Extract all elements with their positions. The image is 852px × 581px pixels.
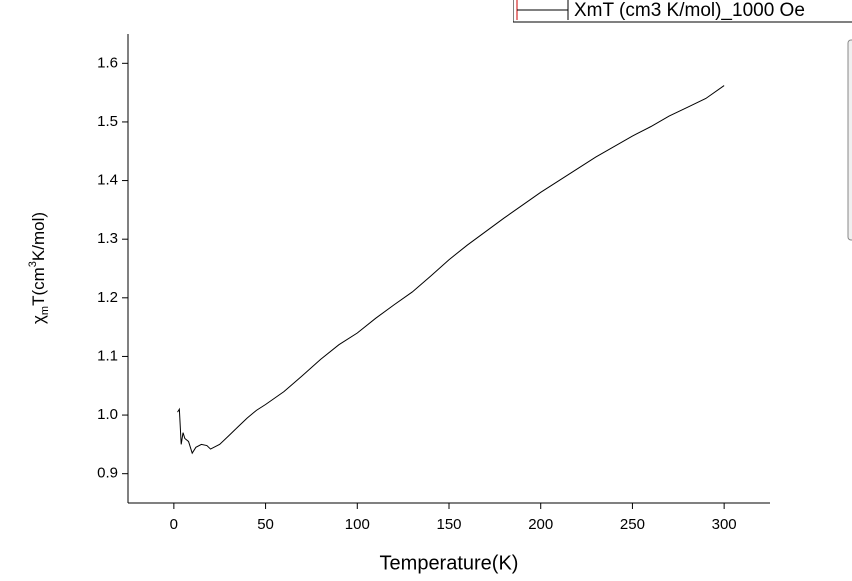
y-tick-label: 1.2 [97, 289, 118, 306]
x-tick-label: 50 [257, 516, 274, 533]
x-tick-label: 300 [712, 516, 737, 533]
y-tick-label: 1.4 [97, 172, 118, 189]
y-label-part: K/mol) [29, 212, 48, 261]
legend: XmT (cm3 K/mol)_1000 Oe [513, 0, 852, 23]
data-line [177, 85, 725, 455]
y-tick-label: 1.5 [97, 113, 118, 130]
y-label-part: T(cm [29, 267, 48, 306]
y-tick-label: 1.1 [97, 347, 118, 364]
y-label-sub: m [39, 306, 51, 315]
y-tick-label: 0.9 [97, 465, 118, 482]
y-label-sup: 3 [27, 261, 39, 267]
y-axis-label: χmT(cm3K/mol) [27, 212, 51, 324]
x-tick-label: 100 [345, 516, 370, 533]
x-tick-label: 150 [436, 516, 461, 533]
y-label-part: χ [29, 315, 48, 324]
x-axis-label: Temperature(K) [380, 552, 519, 574]
x-tick-label: 200 [528, 516, 553, 533]
legend-box [513, 0, 852, 23]
legend-label: XmT (cm3 K/mol)_1000 Oe [574, 0, 805, 21]
y-tick-label: 1.6 [97, 54, 118, 71]
x-tick-label: 0 [170, 516, 178, 533]
x-tick-label: 250 [620, 516, 645, 533]
side-panel [847, 39, 852, 241]
y-tick-label: 1.3 [97, 230, 118, 247]
y-tick-label: 1.0 [97, 406, 118, 423]
